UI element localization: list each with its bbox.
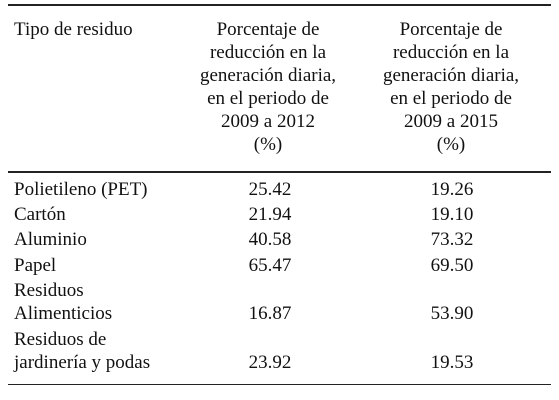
table-row-label: Aluminio <box>14 228 214 251</box>
table-cell-2015: 19.10 <box>430 204 474 225</box>
header-line: (%) <box>436 134 466 155</box>
table-top-rule <box>8 4 551 6</box>
row-label-line: Residuos de <box>14 329 107 350</box>
table-cell-2012: 16.87 <box>248 303 292 324</box>
table-bottom-rule <box>8 384 551 385</box>
table-row-label: Cartón <box>14 203 214 226</box>
row-label-line: Cartón <box>14 204 66 225</box>
row-label-line: Residuos <box>14 280 84 301</box>
header-line: (%) <box>253 134 283 155</box>
table-cell-2012: 21.94 <box>248 204 292 225</box>
table-cell-2012: 40.58 <box>248 229 292 250</box>
table-row-label: Residuos de jardinería y podas <box>14 328 214 374</box>
header-line: en el periodo de <box>207 88 329 109</box>
table-cell-2015: 69.50 <box>430 255 474 276</box>
header-reduction-2009-2015: Porcentaje de reducción en la generación… <box>356 18 546 156</box>
header-line: generación diaria, <box>199 65 337 86</box>
header-line: Porcentaje de <box>399 19 503 40</box>
table-cell-2015: 19.53 <box>430 352 474 373</box>
table-cell-2012: 25.42 <box>248 179 292 200</box>
row-label-line: Aluminio <box>14 229 87 250</box>
header-waste-type: Tipo de residuo <box>14 19 133 40</box>
table-cell-2012: 65.47 <box>248 255 292 276</box>
table-row-label: Polietileno (PET) <box>14 178 214 201</box>
header-reduction-2009-2012: Porcentaje de reducción en la generación… <box>173 18 363 156</box>
row-label-line: jardinería y podas <box>14 352 151 373</box>
header-line: en el periodo de <box>390 88 512 109</box>
table-cell-2015: 53.90 <box>430 303 474 324</box>
header-line: reducción en la <box>392 42 510 63</box>
header-line: reducción en la <box>209 42 327 63</box>
row-label-line: Papel <box>14 255 57 276</box>
table-cell-2015: 73.32 <box>430 229 474 250</box>
header-line: 2009 a 2015 <box>404 111 498 132</box>
header-line: 2009 a 2012 <box>221 111 315 132</box>
table-row-label: Residuos Alimenticios <box>14 279 214 325</box>
table-cell-2012: 23.92 <box>248 352 292 373</box>
header-line: generación diaria, <box>382 65 520 86</box>
table-row-label: Papel <box>14 254 214 277</box>
table-cell-2015: 19.26 <box>430 179 474 200</box>
header-bottom-rule <box>8 171 551 173</box>
header-line: Porcentaje de <box>216 19 320 40</box>
row-label-line: Polietileno (PET) <box>14 179 148 200</box>
row-label-line: Alimenticios <box>14 303 113 324</box>
